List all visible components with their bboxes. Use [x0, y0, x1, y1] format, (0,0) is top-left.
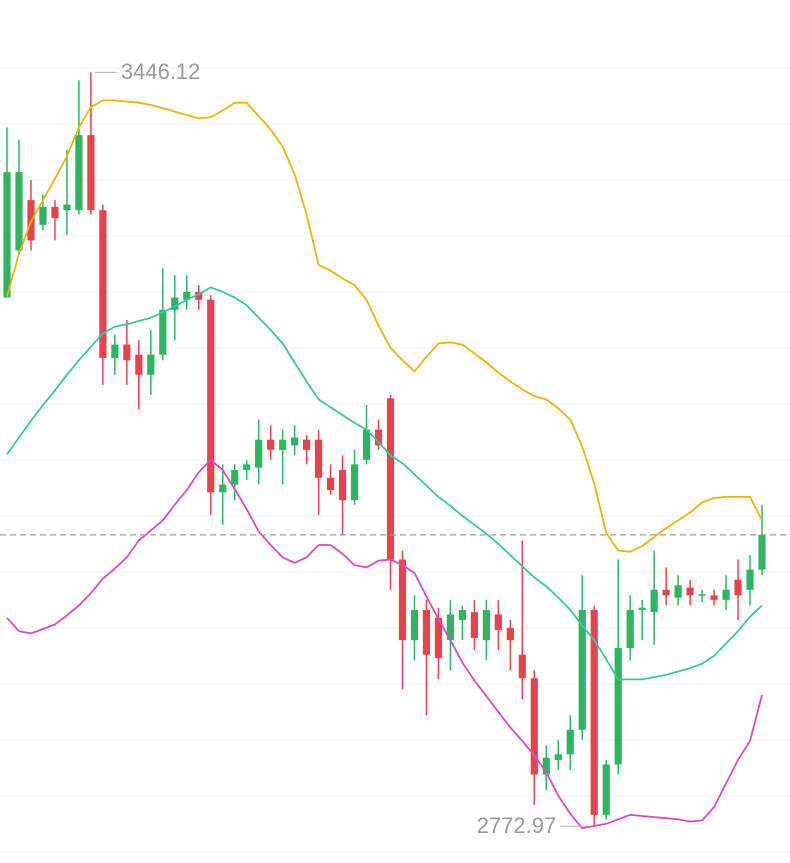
candle-body: [506, 627, 514, 641]
candle-body: [590, 609, 598, 815]
candle-body: [398, 559, 407, 641]
band-line: [6, 286, 763, 681]
candle-body: [15, 172, 23, 251]
candle-body: [51, 206, 59, 219]
band-line: [6, 99, 763, 553]
candle-body: [207, 299, 215, 493]
candle-body: [219, 484, 227, 493]
candle-body: [422, 609, 431, 655]
max-label: 3446.12: [121, 59, 201, 84]
candle-body: [326, 477, 335, 491]
candle-body: [650, 589, 658, 613]
candle-body: [75, 135, 83, 211]
candle-body: [566, 729, 574, 755]
candle-body: [494, 614, 502, 631]
candle-body: [255, 439, 263, 468]
candle-body: [686, 587, 694, 596]
candle-body: [291, 437, 299, 446]
candle-body: [722, 589, 730, 600]
candle-body: [614, 648, 622, 765]
candle-body: [410, 609, 419, 641]
candle-body: [111, 344, 119, 358]
candle-body: [159, 309, 167, 355]
candle-body: [350, 464, 359, 501]
candle-body: [542, 757, 550, 775]
candle-body: [147, 354, 155, 375]
candle-body: [662, 589, 670, 596]
candle-body: [386, 398, 395, 560]
candle-body: [135, 354, 143, 375]
candle-body: [698, 594, 706, 596]
candle-body: [434, 617, 443, 659]
candle-body: [470, 612, 478, 638]
candle-body: [554, 754, 562, 760]
candle-body: [746, 569, 754, 590]
candle-body: [674, 585, 682, 598]
candle-body: [482, 609, 490, 641]
candle-body: [231, 469, 239, 485]
candle-body: [87, 135, 95, 211]
candle-body: [314, 439, 323, 478]
candle-body: [518, 654, 526, 679]
candle-body: [39, 206, 47, 225]
candle-body: [123, 344, 131, 361]
candle-body: [338, 469, 347, 501]
candle-body: [183, 291, 191, 300]
candle-body: [99, 210, 107, 358]
candle-body: [171, 297, 179, 310]
candle-body: [626, 609, 634, 649]
candle-body: [734, 579, 742, 596]
candle-body: [374, 429, 383, 446]
candle-body: [303, 439, 311, 450]
candle-body: [63, 204, 71, 211]
band-line: [6, 459, 763, 830]
candle-body: [710, 595, 718, 600]
candle-body: [446, 614, 455, 641]
candle-body: [243, 464, 251, 470]
candle-body: [530, 678, 538, 775]
candle-body: [602, 764, 610, 815]
candle-body: [279, 439, 287, 450]
candle-body: [362, 429, 371, 460]
candle-body: [758, 534, 766, 570]
candle-body: [267, 439, 275, 450]
candle-body: [578, 609, 586, 730]
candle-body: [3, 172, 11, 298]
candle-body: [195, 291, 203, 300]
candle-body: [638, 607, 646, 610]
min-label: 2772.97: [477, 813, 557, 838]
candle-body: [458, 609, 466, 621]
